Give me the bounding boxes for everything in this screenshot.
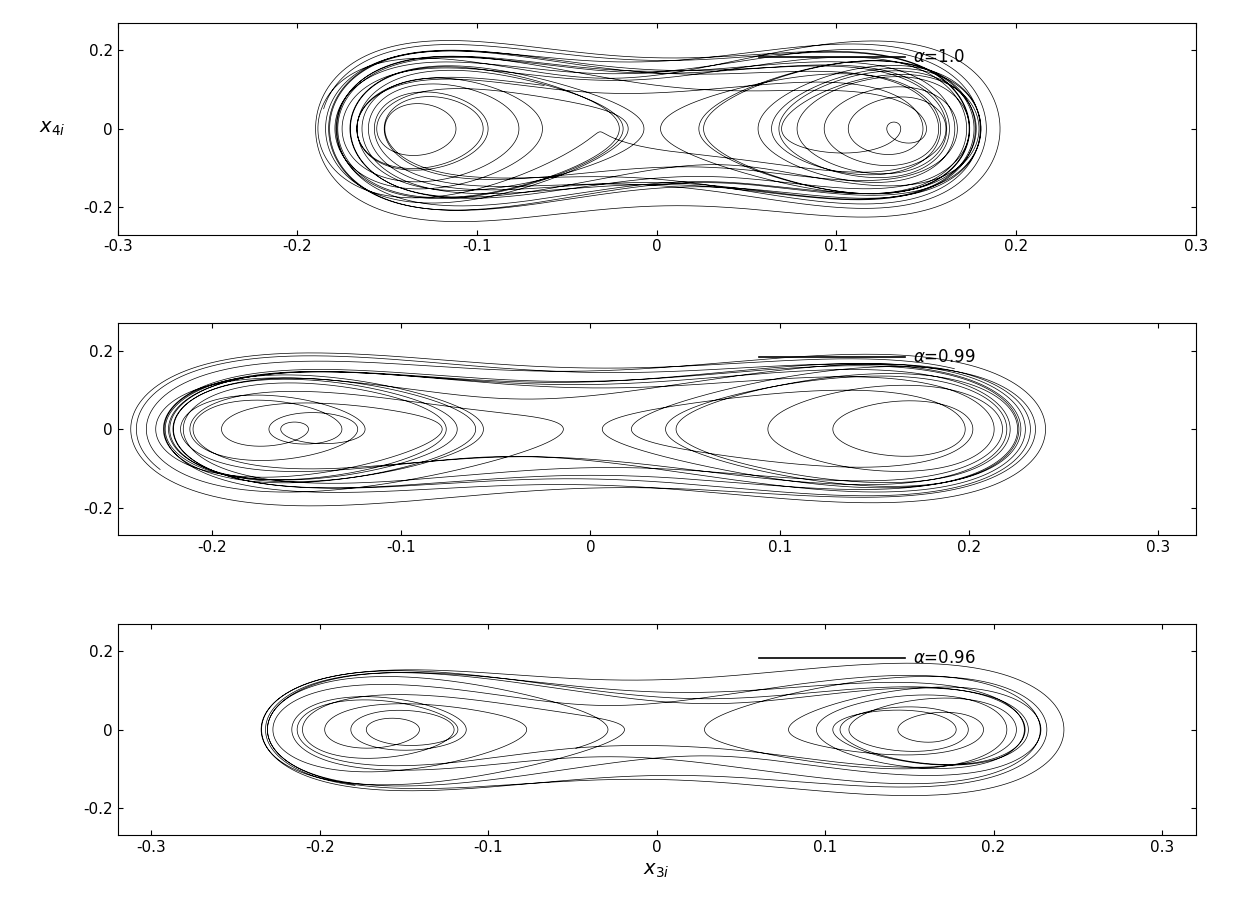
Text: $\alpha$=0.99: $\alpha$=0.99	[913, 348, 976, 366]
Text: $\alpha$=1.0: $\alpha$=1.0	[913, 48, 965, 66]
Y-axis label: $x_{4i}$: $x_{4i}$	[40, 119, 66, 139]
Text: $\alpha$=0.96: $\alpha$=0.96	[913, 649, 976, 666]
X-axis label: $x_{3i}$: $x_{3i}$	[643, 861, 670, 879]
